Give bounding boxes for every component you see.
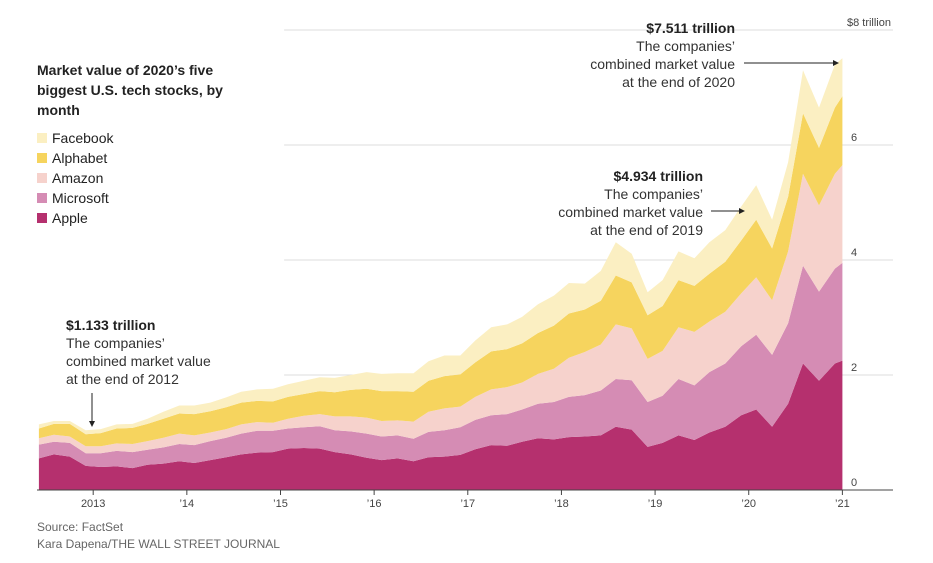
source-text: Source: FactSet [37,520,124,534]
y-tick-label: 4 [851,247,857,259]
legend-label: Amazon [52,170,104,186]
annotation-line: at the end of 2012 [66,371,179,387]
legend-item-facebook: Facebook [37,128,113,148]
legend-item-microsoft: Microsoft [37,188,113,208]
area-series [38,58,843,490]
y-tick-label: 2 [851,362,857,374]
legend-swatch [37,193,47,203]
annotation-line: The companies’ [636,38,735,54]
annotation-line: combined market value [558,204,703,220]
annotation-line: The companies’ [66,335,165,351]
x-tick-label: ’21 [835,498,850,510]
x-tick-label: ’16 [367,498,382,510]
annotation-value: $1.133 trillion [66,317,156,333]
legend-swatch [37,133,47,143]
legend: Facebook Alphabet Amazon Microsoft Apple [37,128,113,228]
annotation-line: The companies’ [604,186,703,202]
legend-item-alphabet: Alphabet [37,148,113,168]
y-tick-label: $8 trillion [847,17,891,29]
legend-label: Microsoft [52,190,109,206]
annotation-arrows [89,60,839,427]
annotation-line: combined market value [590,56,735,72]
legend-item-amazon: Amazon [37,168,113,188]
axes: 2013 ’14 ’15 ’16 ’17 ’18 ’19 ’20 ’210 2 4 6 $8 trill… [37,17,893,510]
x-tick-label: ’18 [554,498,569,510]
chart-title: Market value of 2020’s five biggest U.S.… [37,62,223,118]
y-tick-label: 6 [851,132,857,144]
credit-text: Kara Dapena/THE WALL STREET JOURNAL [37,537,280,551]
x-tick-label: ’14 [179,498,194,510]
annotation-line: at the end of 2019 [590,222,703,238]
source-note: Source: FactSet Kara Dapena/THE WALL STR… [37,519,280,553]
legend-label: Facebook [52,130,114,146]
legend-label: Alphabet [52,150,108,166]
annotation-value: $7.511 trillion [646,20,735,36]
legend-label: Apple [52,210,88,226]
area-microsoft [38,262,843,469]
annotation-line: at the end of 2020 [622,74,735,90]
x-tick-label: ’17 [460,498,475,510]
area-apple [38,360,843,490]
area-amazon [38,165,843,454]
x-tick-label: ’20 [741,498,756,510]
y-tick-label: 0 [851,477,857,489]
annotation-value: $4.934 trillion [613,168,703,184]
x-tick-label: ’15 [273,498,288,510]
legend-swatch [37,213,47,223]
x-tick-label: 2013 [81,498,105,510]
annotation-2019: $4.934 trillion The companies’ combined … [523,167,703,239]
x-tick-label: ’19 [648,498,663,510]
legend-swatch [37,173,47,183]
annotation-2012: $1.133 trillion The companies’ combined … [66,316,211,388]
annotation-2020: $7.511 trillion The companies’ combined … [555,19,735,91]
annotation-line: combined market value [66,353,211,369]
area-facebook [38,58,843,435]
legend-item-apple: Apple [37,208,113,228]
legend-swatch [37,153,47,163]
